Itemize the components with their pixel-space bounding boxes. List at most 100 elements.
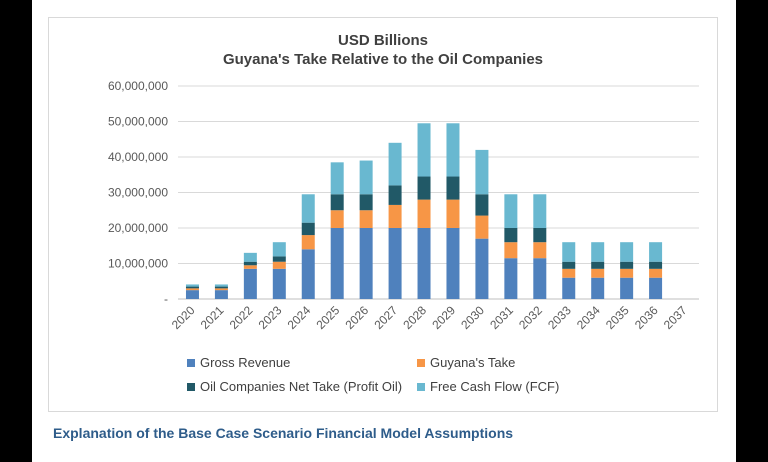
bar-2022-series-0 [243,268,257,299]
bar-2021-series-3 [214,284,228,287]
bar-2023-series-2 [272,256,286,262]
bar-2022-series-1 [243,265,257,269]
legend-item-free-cash-flow: Free Cash Flow (FCF) [417,379,559,394]
bar-2033-series-3 [562,242,576,262]
bar-2025-series-2 [330,194,344,211]
bar-2036-series-1 [649,268,663,278]
legend-item-oil-companies-net-take: Oil Companies Net Take (Profit Oil) [187,379,402,394]
bar-2021-series-2 [214,286,228,289]
bar-2036-series-2 [649,261,663,269]
bar-2030-series-2 [475,194,489,216]
bar-2026-series-0 [359,228,373,299]
bar-2030-series-1 [475,215,489,239]
bar-2035-series-1 [620,268,634,278]
bar-2035-series-2 [620,261,634,269]
bar-2035-series-0 [620,277,634,299]
x-tick-label: 2032 [516,303,545,332]
bar-2028-series-1 [417,199,431,228]
bar-2032-series-1 [533,242,547,259]
y-tick-label: 50,000,000 [108,115,168,129]
legend-item-gross-revenue: Gross Revenue [187,355,290,370]
bar-2024-series-2 [301,222,315,236]
y-tick-label: 10,000,000 [108,257,168,271]
chart-frame: USD Billions Guyana's Take Relative to t… [48,17,718,412]
bar-2022-series-3 [243,252,257,262]
bar-2020-series-0 [185,290,199,299]
x-tick-label: 2029 [429,303,458,332]
bar-2026-series-2 [359,194,373,211]
legend-swatch-free-cash-flow [417,382,425,391]
x-tick-label: 2026 [342,303,371,332]
bar-2031-series-0 [504,258,518,299]
chart-title: USD Billions [337,32,428,49]
x-tick-label: 2023 [256,303,285,332]
legend-label-oil-companies-net-take: Oil Companies Net Take (Profit Oil) [200,379,403,394]
legend-item-guyanas-take: Guyana's Take [417,355,515,370]
bar-2033-series-0 [562,277,576,299]
bar-2028-series-0 [417,228,431,299]
bar-2023-series-0 [272,268,286,299]
bar-2026-series-3 [359,160,373,195]
x-tick-label: 2034 [574,303,603,332]
bar-2032-series-2 [533,228,547,243]
bar-2030-series-0 [475,238,489,299]
bar-2027-series-0 [388,228,402,299]
bar-2020-series-2 [185,286,199,289]
bar-2020-series-1 [185,288,199,291]
y-tick-label: 30,000,000 [108,186,168,200]
x-tick-label: 2031 [487,303,516,332]
legend-swatch-oil-companies-net-take [187,382,195,391]
x-tick-label: 2037 [661,303,690,332]
bar-2020-series-3 [185,284,199,287]
x-tick-label: 2035 [603,303,632,332]
explanation-heading: Explanation of the Base Case Scenario Fi… [53,425,514,441]
bar-2030-series-3 [475,149,489,195]
bar-2021-series-0 [214,290,228,299]
bar-2036-series-3 [649,242,663,262]
bar-2035-series-3 [620,242,634,262]
bar-2028-series-2 [417,176,431,200]
bar-2026-series-1 [359,210,373,228]
bar-2028-series-3 [417,123,431,177]
bar-2034-series-0 [591,277,605,299]
x-tick-label: 2030 [458,303,487,332]
bar-2027-series-3 [388,142,402,186]
y-tick-label: 60,000,000 [108,79,168,93]
bar-2025-series-1 [330,210,344,228]
x-tick-label: 2036 [632,303,661,332]
bar-2034-series-2 [591,261,605,269]
y-tick-label: 20,000,000 [108,221,168,235]
x-tick-label: 2027 [371,303,400,332]
bar-2027-series-1 [388,204,402,228]
bar-2025-series-0 [330,228,344,299]
bar-2033-series-2 [562,261,576,269]
x-tick-label: 2020 [169,303,198,332]
page-background: USD Billions Guyana's Take Relative to t… [32,0,736,462]
legend-label-gross-revenue: Gross Revenue [200,355,291,370]
y-tick-label: 40,000,000 [108,150,168,164]
bar-2032-series-0 [533,258,547,299]
x-tick-label: 2022 [227,303,256,332]
legend-label-guyanas-take: Guyana's Take [430,355,516,370]
bar-2036-series-0 [649,277,663,299]
bar-2027-series-2 [388,185,402,205]
bar-2029-series-0 [446,228,460,299]
bar-2025-series-3 [330,162,344,195]
stacked-bar-chart: - 10,000,000 20,000,000 30,000,000 40,000,00… [108,79,699,332]
bar-2022-series-2 [243,261,257,266]
legend-swatch-guyanas-take [417,358,425,367]
bar-2031-series-2 [504,228,518,243]
legend-swatch-gross-revenue [187,358,195,367]
y-tick-label: - [164,292,168,306]
bar-2032-series-3 [533,194,547,228]
bar-2021-series-1 [214,288,228,291]
bar-2023-series-3 [272,242,286,257]
bar-2033-series-1 [562,268,576,278]
bar-2024-series-1 [301,235,315,250]
bar-2031-series-3 [504,194,518,228]
x-tick-label: 2025 [314,303,343,332]
chart-subtitle: Guyana's Take Relative to the Oil Compan… [222,51,544,68]
x-tick-label: 2021 [198,303,227,332]
bar-2029-series-1 [446,199,460,228]
bar-2034-series-3 [591,242,605,262]
